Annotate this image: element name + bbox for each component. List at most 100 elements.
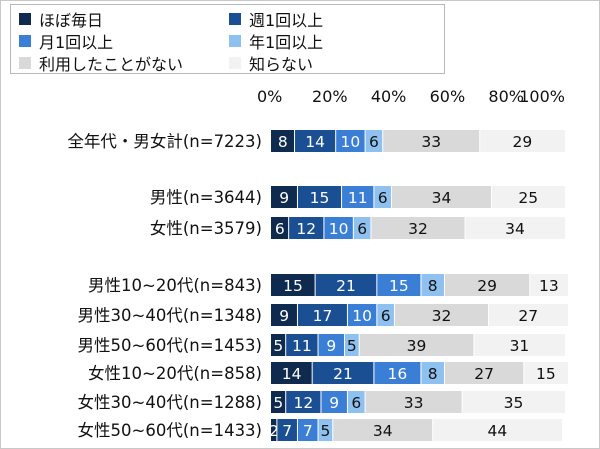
data-label-yearly: 8 [428,277,438,295]
bar-segment-daily [271,217,289,239]
data-label-daily: 6 [275,220,285,238]
category-label: 全年代・男女計(n=7223) [67,132,262,151]
bar-segment-weekly [297,304,348,326]
data-label-monthly: 9 [329,394,339,412]
x-tick-label: 20% [312,87,348,106]
data-label-yearly: 6 [351,394,361,412]
legend-swatch-unknown [229,57,241,69]
bar-segment-never-used [391,186,492,208]
bar-segment-weekly [315,274,377,296]
data-label-weekly: 12 [296,220,316,238]
bar-segment-unknown [488,304,568,326]
data-label-unknown: 29 [513,133,533,151]
legend-item-unknown: 知らない [229,51,313,75]
data-label-daily: 9 [279,307,289,325]
data-label-unknown: 31 [510,337,530,355]
data-label-unknown: 35 [504,394,524,412]
data-label-never-used: 27 [474,365,494,383]
data-label-never-used: 33 [404,394,424,412]
bar-segment-yearly [344,334,360,356]
bar-segment-daily [271,130,295,152]
bar-segment-monthly [320,391,348,413]
data-label-yearly: 6 [357,220,367,238]
bar-segment-monthly [318,334,345,356]
legend-swatch-never-used [19,57,31,69]
data-label-monthly: 16 [388,365,408,383]
bar-segment-yearly [347,391,366,413]
bar-segment-never-used [359,334,474,356]
category-label: 男性10~20代(n=843) [88,276,262,295]
legend-item-daily: ほぼ毎日 [19,7,103,31]
data-label-monthly: 10 [341,133,361,151]
data-label-monthly: 7 [303,422,313,440]
bar-segment-weekly [285,334,319,356]
data-label-never-used: 32 [432,307,452,325]
bar-segment-never-used [444,274,530,296]
x-tick-label: 100% [519,87,565,106]
data-label-unknown: 44 [488,422,508,440]
bar-segment-weekly [288,217,324,239]
bar-segment-unknown [529,274,568,296]
category-label: 女性50~60代(n=1433) [78,421,262,440]
x-tick-label: 60% [430,87,466,106]
bar-segment-unknown [462,391,565,413]
data-label-monthly: 15 [389,277,409,295]
bar-segment-never-used [444,362,524,384]
legend-label-unknown: 知らない [249,55,314,74]
bar-segment-weekly [312,362,374,384]
bar-segment-daily [271,304,298,326]
data-label-yearly: 5 [347,337,357,355]
bar-segment-weekly [294,130,336,152]
bar-segment-daily [271,274,316,296]
bar-segment-never-used [370,217,466,239]
bar-segment-weekly [297,186,342,208]
bar-segment-unknown [491,186,565,208]
x-tick-label: 40% [371,87,407,106]
bar-segment-never-used [332,419,433,441]
bar-segment-unknown [432,419,563,441]
data-label-weekly: 12 [293,394,313,412]
legend-item-never-used: 利用したことがない [19,51,183,75]
legend-label-never-used: 利用したことがない [39,55,184,74]
bar-segment-monthly [373,362,421,384]
data-label-never-used: 34 [373,422,393,440]
data-label-monthly: 10 [329,220,349,238]
data-label-monthly: 11 [348,189,368,207]
data-label-unknown: 15 [536,365,556,383]
data-label-yearly: 8 [428,365,438,383]
data-label-daily: 5 [273,337,283,355]
data-label-daily: 5 [273,394,283,412]
bar-segment-yearly [420,274,445,296]
bar-segment-daily [271,391,286,413]
data-label-unknown: 25 [518,189,538,207]
data-label-yearly: 5 [320,422,330,440]
data-label-weekly: 17 [313,307,333,325]
bar-segment-yearly [318,419,333,441]
data-label-monthly: 10 [352,307,372,325]
bar-segment-daily [271,362,313,384]
category-label: 女性30~40代(n=1288) [78,393,262,412]
data-label-yearly: 6 [381,307,391,325]
legend: ほぼ毎日 週1回以上 月1回以上 年1回以上 利用したことがない 知らない [10,4,445,74]
data-label-never-used: 39 [407,337,427,355]
legend-swatch-monthly [19,35,31,47]
bar-segment-monthly [341,186,374,208]
data-label-monthly: 9 [326,337,336,355]
category-label: 男性(n=3644) [150,188,262,207]
bar-segment-yearly [376,304,395,326]
bar-segment-monthly [297,419,319,441]
legend-label-yearly: 年1回以上 [249,33,324,52]
legend-item-weekly: 週1回以上 [229,7,323,31]
data-label-daily: 2 [269,422,279,440]
bar-segment-unknown [473,334,565,356]
legend-swatch-weekly [229,13,241,25]
data-label-weekly: 21 [336,277,356,295]
data-label-daily: 9 [279,189,289,207]
legend-label-monthly: 月1回以上 [39,33,114,52]
legend-swatch-yearly [229,35,241,47]
legend-item-monthly: 月1回以上 [19,29,113,53]
data-label-weekly: 21 [333,365,353,383]
bar-segment-daily [271,334,286,356]
data-label-weekly: 7 [282,422,292,440]
